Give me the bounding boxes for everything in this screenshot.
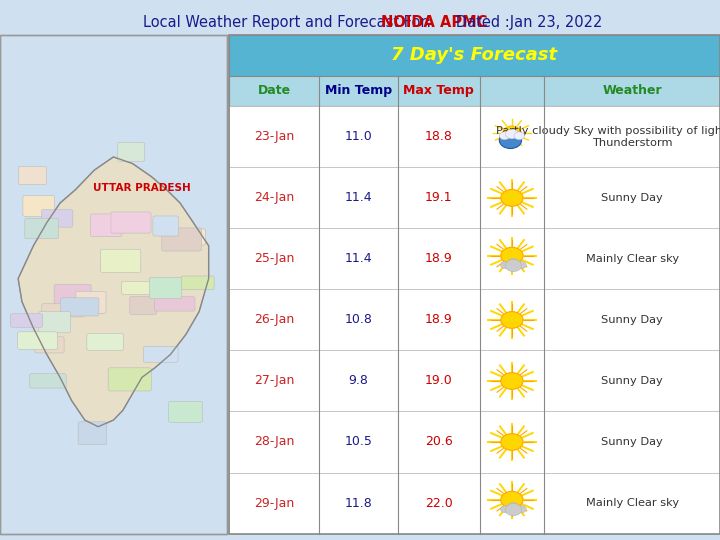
FancyBboxPatch shape [0, 35, 227, 534]
FancyBboxPatch shape [42, 303, 84, 317]
Text: 26-Jan: 26-Jan [254, 313, 294, 327]
Circle shape [514, 132, 524, 140]
Circle shape [500, 132, 521, 148]
Text: 28-Jan: 28-Jan [253, 435, 294, 449]
FancyBboxPatch shape [229, 411, 720, 472]
FancyBboxPatch shape [11, 314, 42, 327]
FancyBboxPatch shape [229, 228, 720, 289]
FancyBboxPatch shape [101, 249, 141, 272]
FancyBboxPatch shape [78, 422, 107, 444]
Circle shape [501, 373, 523, 389]
Text: 19.0: 19.0 [425, 374, 453, 388]
Circle shape [517, 261, 526, 268]
Text: 27-Jan: 27-Jan [253, 374, 294, 388]
FancyBboxPatch shape [150, 278, 181, 299]
FancyBboxPatch shape [18, 166, 47, 185]
FancyBboxPatch shape [229, 76, 720, 106]
FancyBboxPatch shape [60, 298, 99, 316]
Polygon shape [18, 157, 209, 427]
Circle shape [508, 503, 519, 511]
FancyBboxPatch shape [229, 472, 720, 534]
Text: Max Temp: Max Temp [403, 84, 474, 98]
Text: Sunny Day: Sunny Day [601, 315, 663, 325]
Text: Mainly Clear sky: Mainly Clear sky [585, 254, 679, 264]
Text: 19.1: 19.1 [425, 191, 453, 205]
FancyBboxPatch shape [155, 296, 195, 311]
Text: UTTAR PRADESH: UTTAR PRADESH [93, 183, 191, 193]
Text: 7 Day's Forecast: 7 Day's Forecast [392, 46, 557, 64]
Text: 29-Jan: 29-Jan [254, 496, 294, 510]
Text: Partly cloudy Sky with possibility of light rain or
Thunderstorm: Partly cloudy Sky with possibility of li… [496, 126, 720, 147]
Circle shape [505, 259, 521, 272]
Circle shape [500, 261, 510, 268]
Circle shape [501, 491, 523, 508]
Text: 24-Jan: 24-Jan [254, 191, 294, 205]
Text: Weather: Weather [603, 84, 662, 98]
Circle shape [500, 132, 510, 140]
Text: Local Weather Report and Forecast For:: Local Weather Report and Forecast For: [143, 15, 436, 30]
Text: NOIDA APMC: NOIDA APMC [382, 15, 488, 30]
Text: 22.0: 22.0 [425, 496, 453, 510]
Circle shape [517, 505, 526, 512]
Text: Mainly Clear sky: Mainly Clear sky [585, 498, 679, 508]
FancyBboxPatch shape [24, 218, 58, 239]
Text: 20.6: 20.6 [425, 435, 453, 449]
Text: Min Temp: Min Temp [325, 84, 392, 98]
Circle shape [501, 190, 523, 206]
Text: 10.5: 10.5 [345, 435, 372, 449]
FancyBboxPatch shape [229, 35, 720, 76]
FancyBboxPatch shape [38, 312, 71, 333]
FancyBboxPatch shape [117, 143, 145, 161]
FancyBboxPatch shape [35, 337, 64, 353]
FancyBboxPatch shape [162, 228, 202, 251]
FancyBboxPatch shape [153, 216, 179, 236]
Text: Sunny Day: Sunny Day [601, 193, 663, 203]
FancyBboxPatch shape [42, 210, 73, 227]
Text: 25-Jan: 25-Jan [253, 252, 294, 266]
Text: 9.8: 9.8 [348, 374, 369, 388]
Circle shape [501, 434, 523, 450]
Circle shape [500, 505, 510, 512]
FancyBboxPatch shape [87, 333, 123, 350]
FancyBboxPatch shape [229, 167, 720, 228]
FancyBboxPatch shape [111, 212, 151, 233]
Text: 11.4: 11.4 [345, 191, 372, 205]
Circle shape [501, 247, 523, 264]
Text: 23-Jan: 23-Jan [254, 130, 294, 144]
Text: Dated :Jan 23, 2022: Dated :Jan 23, 2022 [442, 15, 603, 30]
FancyBboxPatch shape [229, 106, 720, 167]
Text: Sunny Day: Sunny Day [601, 376, 663, 386]
FancyBboxPatch shape [229, 350, 720, 411]
Circle shape [505, 503, 521, 516]
FancyBboxPatch shape [181, 276, 214, 290]
Text: 18.8: 18.8 [425, 130, 453, 144]
FancyBboxPatch shape [54, 285, 91, 306]
FancyBboxPatch shape [122, 281, 153, 294]
Circle shape [501, 312, 523, 328]
Text: 18.9: 18.9 [425, 313, 453, 327]
Text: 11.0: 11.0 [345, 130, 372, 144]
FancyBboxPatch shape [182, 229, 205, 245]
Circle shape [505, 129, 518, 139]
Text: 11.8: 11.8 [345, 496, 372, 510]
FancyBboxPatch shape [130, 296, 156, 314]
FancyBboxPatch shape [23, 195, 55, 217]
Circle shape [503, 126, 521, 140]
FancyBboxPatch shape [168, 401, 202, 422]
FancyBboxPatch shape [91, 214, 122, 237]
Circle shape [508, 259, 519, 267]
Text: Date: Date [257, 84, 291, 98]
FancyBboxPatch shape [143, 346, 178, 362]
Text: Sunny Day: Sunny Day [601, 437, 663, 447]
FancyBboxPatch shape [108, 368, 151, 391]
Text: 10.8: 10.8 [345, 313, 372, 327]
FancyBboxPatch shape [229, 289, 720, 350]
Text: 11.4: 11.4 [345, 252, 372, 266]
FancyBboxPatch shape [76, 291, 106, 313]
FancyBboxPatch shape [30, 374, 66, 388]
Text: 18.9: 18.9 [425, 252, 453, 266]
FancyBboxPatch shape [17, 332, 58, 349]
